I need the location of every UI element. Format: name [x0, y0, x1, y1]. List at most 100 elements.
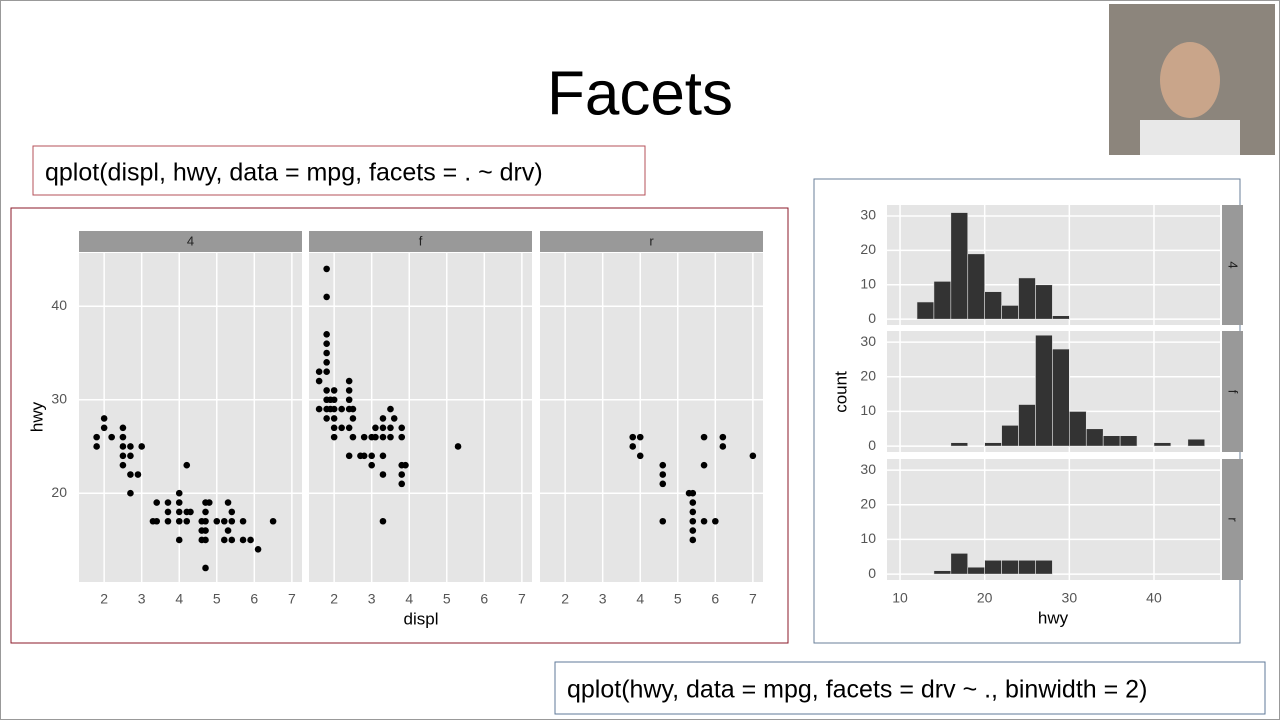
facet-strip: [1222, 459, 1243, 580]
x-tick-label: 2: [100, 591, 108, 607]
point: [183, 461, 191, 469]
point: [164, 517, 172, 525]
histogram-bar: [950, 553, 969, 575]
point: [387, 405, 394, 413]
point: [202, 564, 209, 572]
point: [330, 387, 338, 394]
y-tick-label: 10: [860, 530, 876, 546]
point: [700, 517, 708, 525]
point: [93, 433, 100, 441]
point: [254, 545, 262, 553]
point: [127, 471, 134, 478]
x-tick-label: 4: [636, 591, 644, 607]
y-tick-label: 20: [860, 367, 876, 383]
histogram-bar: [984, 291, 1002, 320]
point: [247, 536, 254, 544]
histogram-bar: [1001, 425, 1019, 447]
point: [127, 452, 134, 460]
point: [689, 536, 697, 544]
point: [349, 415, 357, 422]
point: [372, 433, 379, 441]
point: [345, 424, 353, 432]
y-tick-label: 20: [860, 241, 876, 257]
point: [330, 433, 338, 441]
facet-strip: [1222, 331, 1243, 452]
x-tick-label: 3: [368, 591, 376, 607]
histogram-bar: [967, 566, 985, 575]
x-tick-label: 5: [674, 591, 682, 607]
point: [269, 517, 277, 525]
panel-background: [540, 253, 763, 582]
point: [323, 331, 330, 338]
point: [175, 517, 183, 525]
point: [323, 415, 330, 422]
point: [345, 387, 353, 394]
x-tick-label: 7: [749, 591, 757, 607]
x-tick-label: 4: [405, 591, 413, 607]
y-tick-label: 0: [868, 310, 876, 326]
y-tick-label: 30: [860, 333, 876, 349]
point: [398, 424, 406, 432]
point: [323, 293, 330, 301]
point: [338, 405, 345, 413]
point: [349, 433, 357, 441]
point: [360, 452, 368, 460]
facet-label: 4: [1226, 261, 1241, 268]
x-tick-label: 5: [213, 591, 221, 607]
facet-label: f: [419, 233, 423, 248]
x-tick-label: 6: [711, 591, 719, 607]
x-tick-label: 7: [518, 591, 526, 607]
point: [659, 461, 667, 469]
y-tick-label: 20: [860, 495, 876, 511]
x-tick-label: 10: [892, 590, 908, 606]
point: [387, 424, 394, 432]
y-axis-label: count: [831, 371, 850, 413]
y-axis-label: hwy: [27, 401, 46, 432]
point: [323, 349, 330, 357]
point: [330, 396, 338, 404]
point: [387, 433, 394, 441]
webcam-shirt: [1140, 120, 1240, 155]
x-tick-label: 6: [480, 591, 488, 607]
histogram-bar: [1018, 559, 1036, 575]
point: [228, 536, 236, 544]
point: [372, 424, 379, 432]
code-box: [554, 661, 1266, 715]
point: [153, 517, 161, 525]
slide-title: Facets: [547, 59, 733, 128]
point: [689, 517, 697, 525]
histogram-bar: [1035, 284, 1053, 320]
point: [224, 527, 232, 534]
point: [323, 340, 330, 347]
y-tick-label: 10: [860, 402, 876, 418]
point: [330, 424, 338, 432]
y-tick-label: 20: [51, 484, 67, 500]
x-tick-label: 3: [138, 591, 146, 607]
x-axis-label: hwy: [1038, 608, 1069, 627]
point: [202, 517, 209, 525]
point: [368, 461, 375, 469]
facet-label: 4: [187, 233, 194, 248]
point: [689, 499, 697, 506]
histogram-bar: [1035, 559, 1053, 575]
point: [398, 433, 406, 441]
histogram-bar: [950, 442, 969, 447]
point: [689, 508, 697, 516]
point: [175, 499, 183, 506]
point: [108, 433, 115, 441]
point: [228, 508, 236, 516]
point: [323, 387, 330, 394]
point: [368, 452, 375, 460]
histogram-bar: [1153, 442, 1172, 447]
point: [379, 452, 387, 460]
histogram-bar: [1052, 315, 1070, 320]
point: [323, 368, 330, 376]
point: [345, 377, 353, 385]
point: [100, 424, 108, 432]
point: [183, 517, 191, 525]
x-tick-label: 20: [977, 590, 993, 606]
point: [712, 517, 719, 525]
histogram-bar: [933, 570, 952, 575]
point: [127, 443, 134, 450]
